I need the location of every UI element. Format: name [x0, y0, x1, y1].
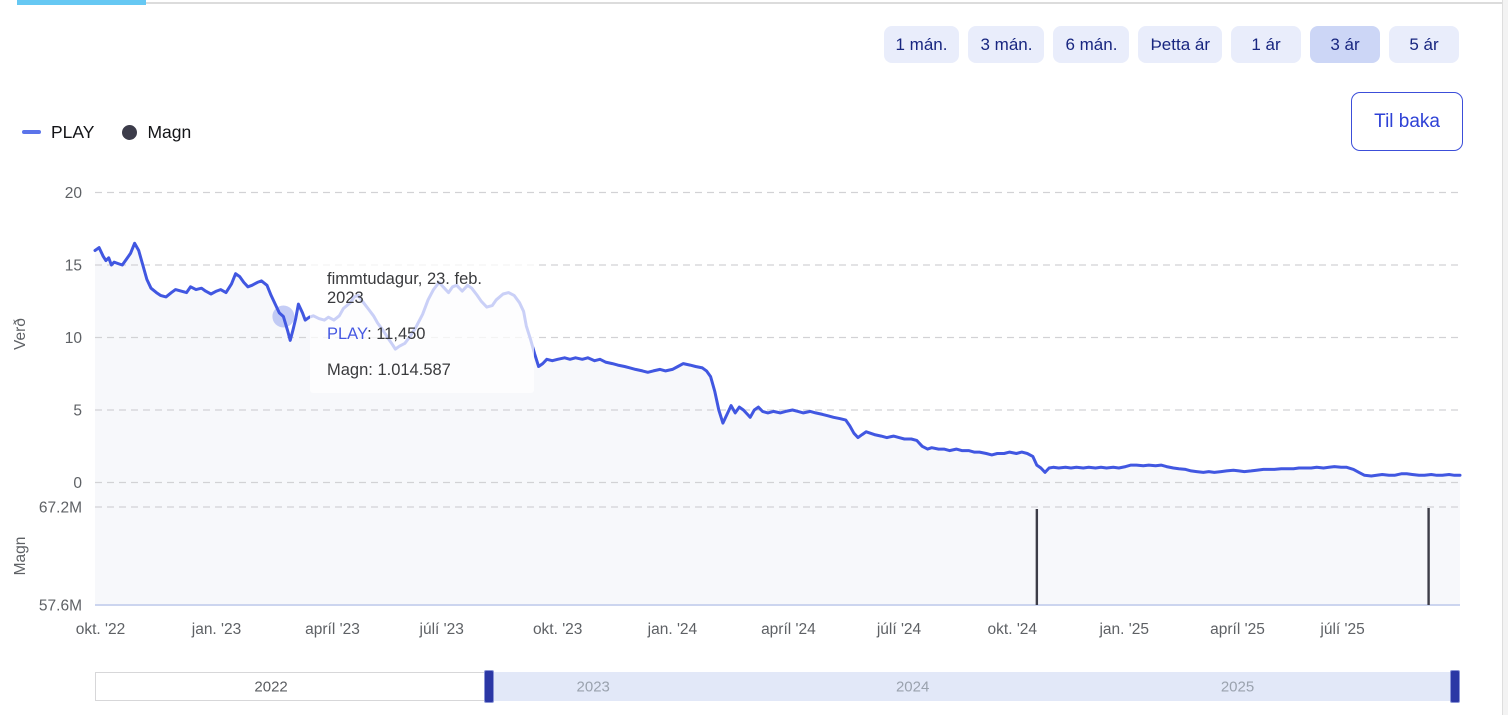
- navigator-left-handle[interactable]: [483, 670, 494, 703]
- x-axis-tick-label: júlí '23: [419, 621, 464, 638]
- x-axis-tick-label: apríl '25: [1210, 621, 1265, 638]
- tooltip-price-value: : 11,450: [367, 325, 426, 343]
- navigator-selected-range[interactable]: [484, 672, 1455, 701]
- legend-label-magn: Magn: [147, 121, 192, 142]
- play-price-line: [93, 241, 1462, 478]
- price-axis-tick-label: 10: [65, 330, 83, 347]
- x-axis-tick-label: okt. '23: [533, 621, 583, 638]
- x-axis-tick-label: jan. '23: [191, 621, 242, 638]
- navigator-year-label-2023: 2023: [576, 678, 610, 695]
- range-button-1-ár[interactable]: 1 ár: [1231, 26, 1301, 63]
- price-axis-tick-label: 15: [65, 258, 82, 275]
- legend-item-play[interactable]: PLAY: [22, 122, 94, 143]
- price-volume-chart[interactable]: 0 5 10 15 20 67.2M 57.6M okt. '22 jan. '23 apríl …: [0, 0, 1508, 655]
- page-scrollbar-track[interactable]: [1502, 0, 1508, 715]
- range-selector: 1 mán. 3 mán. 6 mán. Þetta ár 1 ár 3 ár 5 ár: [883, 26, 1459, 63]
- x-axis-tick-label: apríl '24: [761, 621, 816, 638]
- x-axis-tick-label: jan. '24: [647, 621, 698, 638]
- active-tab-indicator: [17, 0, 146, 5]
- magn-circle-swatch-icon: [122, 124, 138, 140]
- price-axis-tick-label: 0: [73, 475, 82, 492]
- price-axis-tick-label: 5: [73, 403, 82, 420]
- navigator-year-label-2022: 2022: [254, 678, 288, 695]
- navigator[interactable]: 2022 2023 2024 2025: [95, 670, 1460, 703]
- tooltip-series-name: PLAY: [327, 325, 368, 343]
- x-axis-tick-label: júlí '24: [876, 621, 922, 638]
- legend-label-play: PLAY: [51, 121, 95, 142]
- price-axis-tick-label: 20: [65, 185, 83, 202]
- range-button-3-mán[interactable]: 3 mán.: [968, 26, 1045, 63]
- range-button-5-ár[interactable]: 5 ár: [1389, 26, 1459, 63]
- navigator-right-handle[interactable]: [1449, 670, 1460, 703]
- chart-tooltip: fimmtudagur, 23. feb. 2023 PLAY: 11,450 …: [310, 257, 534, 393]
- back-button[interactable]: Til baka: [1351, 92, 1463, 151]
- x-axis-tick-label: jan. '25: [1098, 621, 1149, 638]
- legend-item-magn[interactable]: Magn: [122, 122, 191, 143]
- tooltip-price-row: PLAY: 11,450: [327, 325, 517, 344]
- navigator-year-label-2024: 2024: [895, 678, 930, 695]
- volume-axis-title: Magn: [12, 537, 29, 576]
- price-axis-title: Verð: [12, 318, 29, 350]
- range-button-1-mán[interactable]: 1 mán.: [883, 26, 960, 63]
- range-button-3-ár[interactable]: 3 ár: [1310, 26, 1380, 63]
- x-axis-tick-label: okt. '24: [988, 621, 1038, 638]
- navigator-year-label-2025: 2025: [1220, 678, 1255, 695]
- x-axis-tick-label: apríl '23: [305, 621, 360, 638]
- play-line-swatch-icon: [22, 130, 41, 134]
- navigator-unselected-range[interactable]: [95, 672, 485, 701]
- volume-axis-tick-label: 57.6M: [39, 598, 82, 615]
- chart-legend: PLAY Magn: [22, 118, 191, 146]
- tab-bar-divider: [146, 2, 1502, 4]
- range-button-þetta-ár[interactable]: Þetta ár: [1138, 26, 1222, 63]
- range-button-6-mán[interactable]: 6 mán.: [1053, 26, 1130, 63]
- volume-pane-background: [95, 483, 1460, 605]
- x-axis-tick-label: okt. '22: [76, 621, 126, 638]
- tooltip-volume-row: Magn: 1.014.587: [327, 361, 451, 379]
- x-axis-tick-label: júlí '25: [1319, 621, 1364, 638]
- volume-axis-tick-label: 67.2M: [39, 500, 82, 517]
- tooltip-date: fimmtudagur, 23. feb. 2023: [327, 270, 483, 307]
